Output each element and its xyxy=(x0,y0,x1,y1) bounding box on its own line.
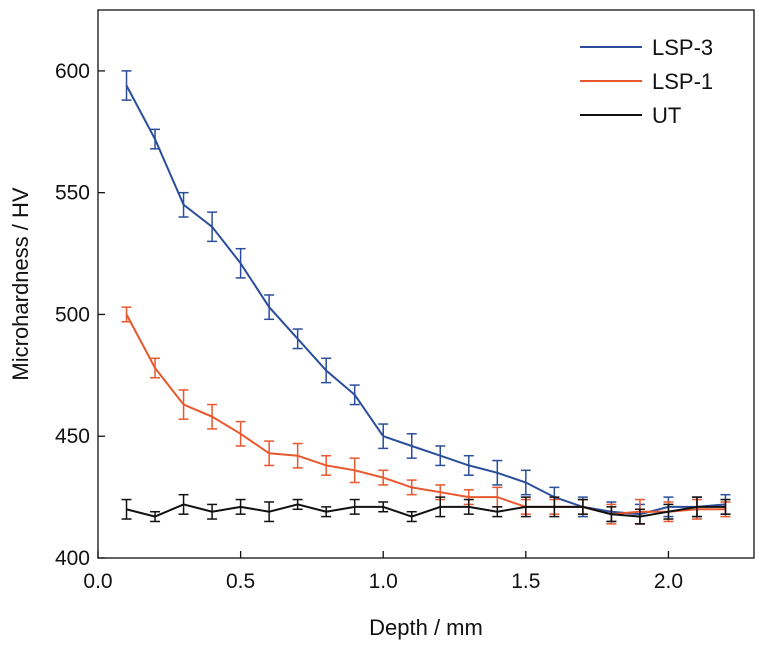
error-bar-lsp-3 xyxy=(292,328,303,350)
error-bar-lsp-3 xyxy=(492,459,503,486)
error-bar-ut xyxy=(549,496,560,518)
error-bar-lsp-1 xyxy=(378,469,389,486)
error-bar-ut xyxy=(435,496,446,518)
series-ut xyxy=(121,493,731,525)
error-bar-lsp-1 xyxy=(406,479,417,496)
error-bar-ut xyxy=(264,501,275,523)
error-bar-ut xyxy=(663,503,674,520)
error-bar-ut xyxy=(378,501,389,513)
error-bar-lsp-3 xyxy=(207,211,218,243)
series-line-ut xyxy=(126,503,726,518)
y-tick-label: 550 xyxy=(55,182,90,205)
legend-item-lsp-1: LSP-1 xyxy=(580,69,713,94)
legend-label: LSP-1 xyxy=(652,69,713,94)
error-bar-lsp-1 xyxy=(349,457,360,484)
y-tick-label: 500 xyxy=(55,303,90,326)
error-bar-ut xyxy=(349,498,360,515)
error-bar-ut xyxy=(463,498,474,515)
error-bar-ut xyxy=(292,498,303,511)
x-tick-label: 1.5 xyxy=(511,570,540,593)
error-bar-lsp-1 xyxy=(121,306,132,323)
error-bar-ut xyxy=(492,506,503,518)
error-bar-lsp-1 xyxy=(150,357,161,379)
error-bar-lsp-1 xyxy=(264,440,275,467)
series-line-lsp-3 xyxy=(125,85,726,516)
error-bar-ut xyxy=(235,498,246,515)
x-tick-label: 2.0 xyxy=(654,570,683,593)
error-bar-ut xyxy=(577,498,588,515)
error-bar-lsp-3 xyxy=(150,128,161,150)
error-bar-lsp-1 xyxy=(292,442,303,469)
error-bar-lsp-1 xyxy=(321,454,332,476)
plot-frame xyxy=(97,9,755,559)
error-bar-ut xyxy=(121,498,132,520)
legend-label: LSP-3 xyxy=(652,35,713,60)
error-bar-lsp-3 xyxy=(264,294,275,321)
error-bar-ut xyxy=(406,510,417,523)
error-bar-lsp-3 xyxy=(121,70,132,101)
error-bar-lsp-1 xyxy=(235,420,246,447)
legend-item-ut: UT xyxy=(580,103,681,128)
error-bar-ut xyxy=(321,506,332,518)
error-bar-lsp-3 xyxy=(378,423,389,450)
error-bar-lsp-1 xyxy=(178,389,189,420)
x-axis-title: Depth / mm xyxy=(369,615,483,640)
legend: LSP-3 LSP-1 UT xyxy=(580,35,713,128)
series-line-lsp-1 xyxy=(125,313,726,516)
error-bar-ut xyxy=(207,503,218,520)
error-bar-lsp-1 xyxy=(207,403,218,430)
error-bar-ut xyxy=(720,498,731,515)
error-bar-lsp-3 xyxy=(178,191,189,218)
series-lsp-3 xyxy=(121,70,731,525)
error-bar-ut xyxy=(178,493,189,515)
error-bar-lsp-3 xyxy=(520,469,531,496)
error-bar-ut xyxy=(520,496,531,518)
error-bar-ut xyxy=(150,510,161,523)
error-bar-lsp-3 xyxy=(235,247,246,279)
error-bar-lsp-3 xyxy=(349,384,360,406)
x-tick-label: 0.0 xyxy=(83,570,112,593)
y-tick-label: 600 xyxy=(55,60,90,83)
error-bar-ut xyxy=(634,508,645,525)
legend-label: UT xyxy=(652,103,681,128)
series-lsp-1 xyxy=(121,306,731,525)
y-tick-label: 400 xyxy=(55,547,90,570)
axis-ticks: 0.0 0.5 1.0 1.5 2.0 400 450 500 550 600 xyxy=(55,60,683,593)
error-bar-lsp-3 xyxy=(321,357,332,384)
y-axis-title: Microhardness / HV xyxy=(8,187,33,381)
x-tick-label: 0.5 xyxy=(226,570,255,593)
error-bar-lsp-3 xyxy=(463,454,474,476)
y-tick-label: 450 xyxy=(55,425,90,448)
error-bar-ut xyxy=(691,496,702,518)
error-bar-lsp-3 xyxy=(435,445,446,467)
legend-item-lsp-3: LSP-3 xyxy=(580,35,713,60)
error-bar-lsp-3 xyxy=(406,433,417,459)
series-layer xyxy=(121,70,731,525)
x-tick-label: 1.0 xyxy=(369,570,398,593)
error-bar-ut xyxy=(606,506,617,523)
